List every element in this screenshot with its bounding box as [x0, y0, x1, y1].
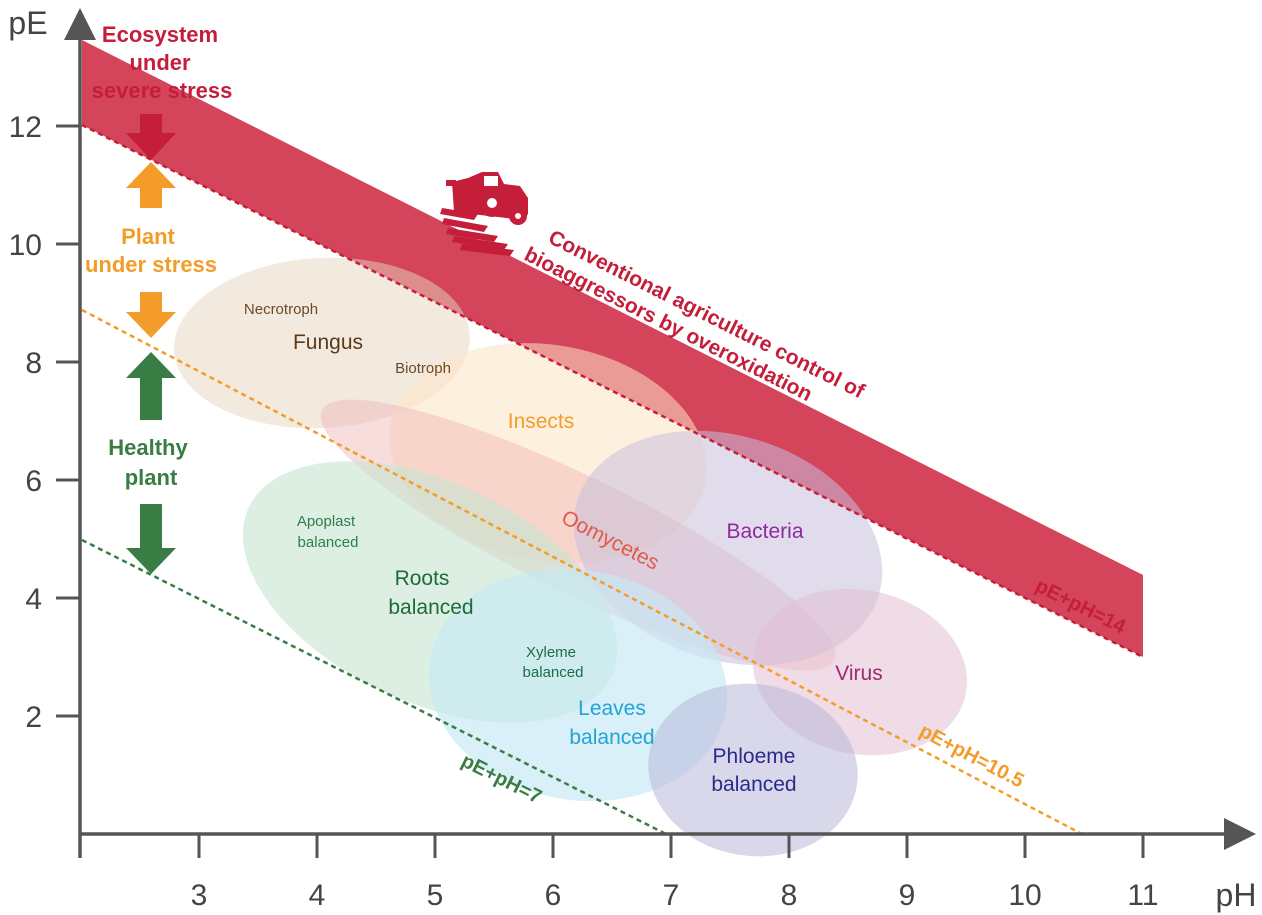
healthy-line1: Healthy — [108, 435, 188, 460]
severe-stress-line1: Ecosystem — [102, 22, 218, 47]
x-tick-label: 4 — [309, 879, 326, 912]
y-tick-label: 8 — [25, 347, 42, 380]
y-axis-arrow-icon — [64, 8, 96, 40]
x-tick-label: 6 — [545, 879, 562, 912]
y-tick-labels: 2 4 6 8 10 12 — [9, 111, 42, 734]
virus-label: Virus — [835, 662, 882, 685]
x-tick-label: 10 — [1008, 879, 1041, 912]
fungus-label: Fungus — [293, 331, 363, 354]
line-pe-ph-7 — [81, 538, 667, 836]
roots-label-line2: balanced — [388, 596, 473, 619]
x-tick-labels: 3 4 5 6 7 8 9 10 11 — [191, 879, 1159, 912]
y-tick-label: 4 — [25, 583, 42, 616]
x-tick-label: 7 — [663, 879, 680, 912]
y-ticks — [56, 124, 80, 718]
y-tick-label: 12 — [9, 111, 42, 144]
plant-stress-line1: Plant — [121, 224, 175, 249]
x-tick-label: 3 — [191, 879, 208, 912]
arrow-down-red-icon — [126, 114, 176, 160]
xyleme-label-line2: balanced — [523, 664, 584, 681]
x-tick-label: 9 — [899, 879, 916, 912]
leaves-label-line2: balanced — [569, 726, 654, 749]
tractor-icon — [440, 172, 528, 256]
x-axis-arrow-icon — [1224, 818, 1256, 850]
phloeme-region — [648, 683, 858, 857]
xyleme-label-line1: Xyleme — [526, 644, 576, 661]
x-tick-label: 11 — [1127, 879, 1158, 912]
y-tick-label: 2 — [25, 701, 42, 734]
bacteria-label: Bacteria — [726, 520, 803, 543]
healthy-line2: plant — [125, 465, 178, 490]
regions — [174, 257, 968, 857]
x-axis-title: pH — [1216, 877, 1257, 913]
arrow-up-orange-icon — [126, 162, 176, 208]
leaves-label-line1: Leaves — [578, 697, 646, 720]
x-tick-label: 8 — [781, 879, 798, 912]
x-ticks — [197, 834, 1145, 858]
necrotroph-label: Necrotroph — [244, 301, 318, 318]
zone-healthy: Healthy plant — [108, 352, 188, 574]
y-axis-title: pE — [8, 5, 47, 41]
roots-label-line1: Roots — [395, 567, 450, 590]
plant-stress-line2: under stress — [85, 252, 217, 277]
x-tick-label: 5 — [427, 879, 444, 912]
phloeme-label-line1: Phloeme — [713, 745, 796, 768]
y-tick-label: 6 — [25, 465, 42, 498]
arrow-down-green-icon — [126, 504, 176, 574]
arrow-up-green-icon — [126, 352, 176, 420]
phloeme-label-line2: balanced — [711, 773, 796, 796]
zone-plant-stress: Plant under stress — [85, 162, 217, 338]
y-tick-label: 10 — [9, 229, 42, 262]
biotroph-label: Biotroph — [395, 360, 451, 377]
severe-stress-line2: under — [129, 50, 191, 75]
arrow-down-orange-icon — [126, 292, 176, 338]
zone-severe-stress: Ecosystem under severe stress — [92, 22, 233, 160]
insects-label: Insects — [508, 410, 575, 433]
severe-stress-line3: severe stress — [92, 78, 233, 103]
line-pe-ph-10-5 — [81, 308, 1083, 836]
apoplast-label-line2: balanced — [298, 534, 359, 551]
severe-stress-band — [82, 40, 1143, 657]
apoplast-label-line1: Apoplast — [297, 513, 356, 530]
fungus-region — [174, 257, 470, 429]
label-pe-ph-10-5: pE+pH=10.5 — [916, 720, 1028, 793]
